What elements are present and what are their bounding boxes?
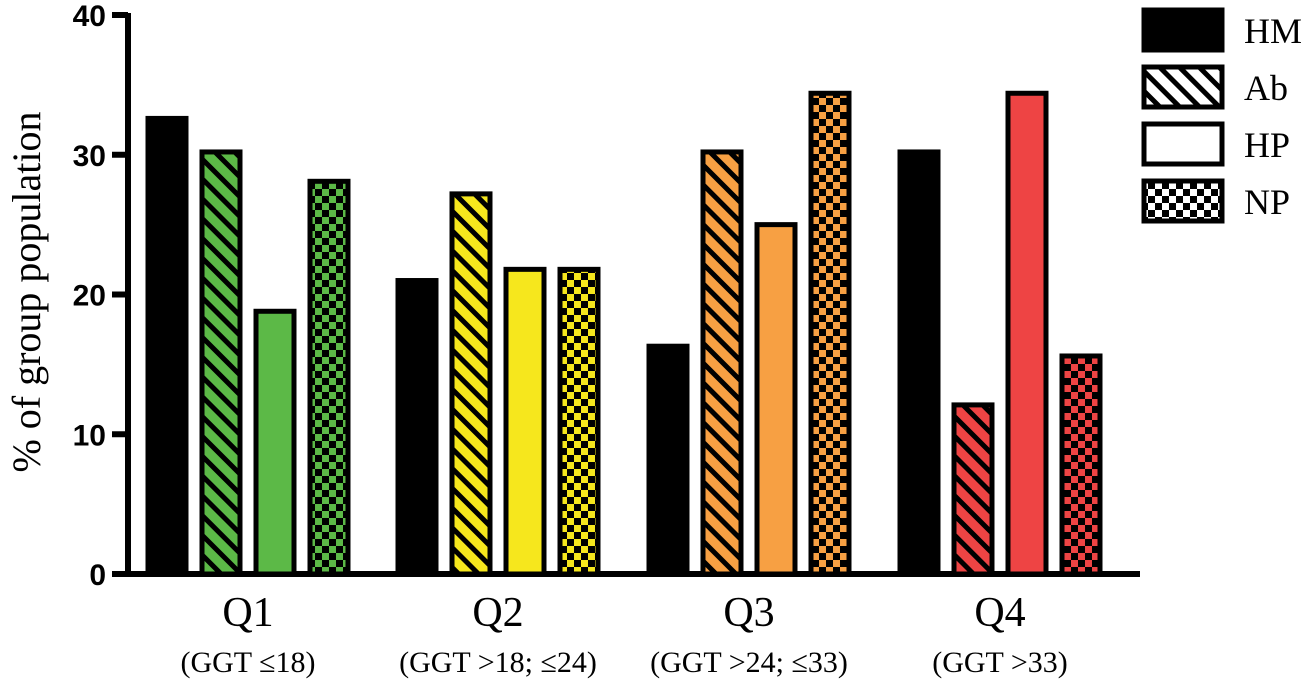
bar-q3-hm [646, 343, 690, 577]
category-sublabel: (GGT >24; ≤33) [650, 646, 848, 679]
bar-q4-np [1059, 353, 1103, 577]
legend-swatch-ab [1141, 64, 1225, 110]
y-tick-label: 20 [73, 280, 106, 313]
legend-swatch-hp [1141, 121, 1225, 167]
category-label: Q4 [974, 590, 1025, 636]
bar-q4-hm [897, 149, 941, 577]
category-label: Q2 [472, 590, 523, 636]
y-tick-label: 0 [89, 559, 106, 592]
legend-label: NP [1244, 182, 1290, 222]
y-axis-label: % of group population [4, 111, 49, 472]
y-tick-label: 40 [73, 0, 106, 33]
bar-q1-ab [199, 149, 243, 577]
legend-label: HP [1244, 125, 1290, 165]
bar-q3-np [808, 90, 852, 577]
bar-q2-hm [395, 278, 439, 577]
bar-q1-np [307, 178, 351, 577]
category-sublabel: (GGT >18; ≤24) [399, 646, 597, 679]
bar-q2-np [557, 266, 601, 577]
bars [145, 90, 1103, 577]
bar-q3-hp [754, 222, 798, 577]
bar-q2-hp [503, 266, 547, 577]
legend-swatch-hm [1141, 7, 1225, 53]
bar-q3-ab [700, 149, 744, 577]
bar-q2-ab [449, 191, 493, 577]
y-tick-label: 10 [73, 419, 106, 452]
bar-q4-ab [951, 402, 995, 577]
legend: HM Ab HP NP [1141, 7, 1302, 224]
legend-swatch-np [1141, 178, 1225, 224]
bar-q4-hp [1005, 90, 1049, 577]
y-tick-label: 30 [73, 140, 106, 173]
category-label: Q1 [222, 590, 273, 636]
category-label: Q3 [723, 590, 774, 636]
legend-label: Ab [1244, 68, 1288, 108]
category-labels: Q1 (GGT ≤18) Q2 (GGT >18; ≤24) Q3 (GGT >24; ≤… [180, 590, 1067, 679]
bar-q1-hp [253, 308, 297, 577]
bar-q1-hm [145, 115, 189, 577]
category-sublabel: (GGT ≤18) [180, 646, 315, 679]
category-sublabel: (GGT >33) [932, 646, 1068, 679]
legend-label: HM [1244, 11, 1302, 51]
